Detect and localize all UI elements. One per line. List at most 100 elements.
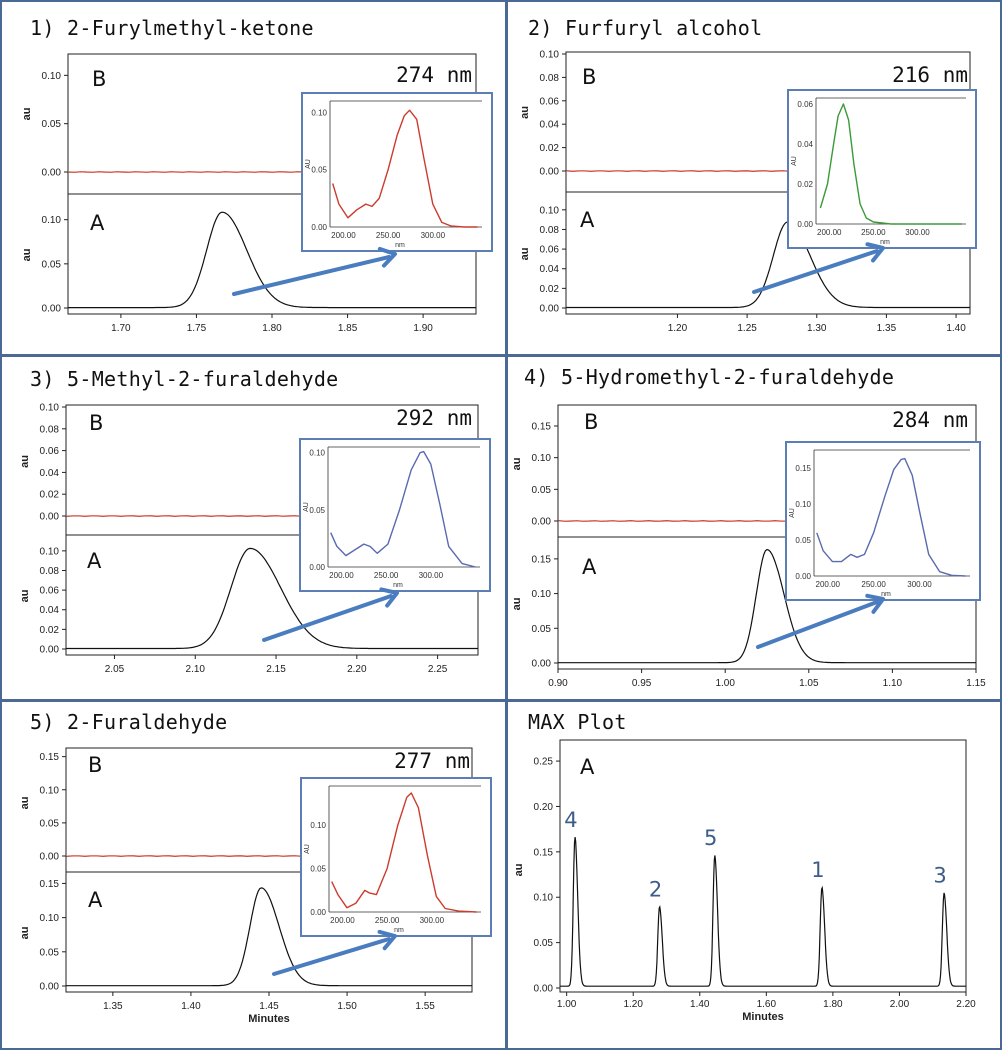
x-tick-label: 1.70 xyxy=(111,323,131,334)
panel-b-label: B xyxy=(582,65,596,89)
x-tick-label: 1.40 xyxy=(690,999,710,1010)
x-tick-label: 1.25 xyxy=(737,323,757,334)
y-axis-label: au xyxy=(19,455,31,468)
y-tick-label: 0.00 xyxy=(40,982,60,993)
y-tick-label: 0.00 xyxy=(540,167,560,178)
wavelength-label: 277 nm xyxy=(394,749,470,773)
y-tick-label: 0.00 xyxy=(40,852,60,863)
inset-x-tick-label: 200.00 xyxy=(817,228,842,237)
inset-x-tick-label: 200.00 xyxy=(816,580,841,589)
x-tick-label: 1.05 xyxy=(799,678,819,689)
y-tick-label: 0.10 xyxy=(42,215,62,226)
y-axis-label: au xyxy=(519,106,531,119)
arrow-head xyxy=(377,929,397,951)
panel-a-label: A xyxy=(88,888,103,912)
y-tick-label: 0.00 xyxy=(42,168,62,179)
inset-x-tick-label: 200.00 xyxy=(331,231,356,240)
y-tick-label: 0.00 xyxy=(534,984,554,995)
x-tick-label: 1.40 xyxy=(181,1001,201,1012)
chart-title: 3) 5-Methyl-2-furaldehyde xyxy=(30,367,339,391)
panel-b-label: B xyxy=(89,411,103,435)
arrow-head xyxy=(865,242,885,263)
x-tick-label: 1.45 xyxy=(259,1001,279,1012)
frame-border-bottom xyxy=(0,1048,1002,1050)
y-tick-label: 0.15 xyxy=(534,847,554,858)
y-tick-label: 0.10 xyxy=(40,403,60,414)
y-tick-label: 0.10 xyxy=(540,205,560,216)
arrow-shaft xyxy=(262,594,393,642)
spectrum-inset: 0.00 0.05 0.10 200.00 250.00 300.00 nm AU xyxy=(301,92,493,252)
x-tick-label: 1.80 xyxy=(823,999,843,1010)
inset-y-label: AU xyxy=(791,156,798,166)
spectrum-inset-border xyxy=(787,89,977,249)
chart-title: MAX Plot xyxy=(528,710,627,734)
arrow-shaft xyxy=(232,255,391,296)
y-tick-label: 0.00 xyxy=(42,304,62,315)
panel-a-label: A xyxy=(87,549,102,573)
peak-label: 1 xyxy=(811,858,824,882)
y-tick-label: 0.05 xyxy=(532,485,552,496)
peak-label: 3 xyxy=(933,864,946,888)
y-tick-label: 0.00 xyxy=(532,659,552,670)
panel-a-label: A xyxy=(580,755,595,779)
x-tick-label: 1.35 xyxy=(103,1001,123,1012)
wavelength-label: 274 nm xyxy=(396,63,472,87)
y-tick-label: 0.05 xyxy=(534,938,554,949)
y-axis-label: au xyxy=(21,108,33,121)
spectrum-inset-border xyxy=(301,92,493,252)
inset-y-label: AU xyxy=(305,159,312,169)
y-axis-label: au xyxy=(513,864,525,877)
y-tick-label: 0.02 xyxy=(540,284,560,295)
inset-x-label: nm xyxy=(395,242,405,249)
panel-a-frame xyxy=(559,739,967,993)
chart-svg: 0.00 0.05 0.10 0.15 au B 284 nm 0.00 0.05 0.10 0.1… xyxy=(511,404,986,689)
spectrum-inset: 0.00 0.02 0.04 0.06 200.00 250.00 300.00 nm AU xyxy=(787,89,977,249)
inset-y-tick-label: 0.10 xyxy=(309,449,325,458)
chart-svg: 0.00 0.05 0.10 au B 274 nm 0.00 0.05 0.10 au 1.70 1… xyxy=(21,53,493,334)
x-tick-label: 2.00 xyxy=(890,999,910,1010)
x-tick-label: 1.15 xyxy=(966,678,986,689)
inset-x-tick-label: 200.00 xyxy=(329,571,354,580)
y-tick-label: 0.00 xyxy=(40,512,60,523)
peak-label: 5 xyxy=(704,826,717,850)
wavelength-label: 284 nm xyxy=(892,408,968,432)
peak-label: 2 xyxy=(649,877,662,901)
spectrum-trace xyxy=(331,792,477,913)
panel-b-label: B xyxy=(88,753,102,777)
spectrum-inset-border xyxy=(300,777,492,937)
x-tick-label: 1.30 xyxy=(807,323,827,334)
x-tick-label: 2.25 xyxy=(428,664,448,675)
x-tick-label: 1.00 xyxy=(557,999,577,1010)
inset-y-tick-label: 0.02 xyxy=(797,180,813,189)
y-tick-label: 0.05 xyxy=(42,119,62,130)
frame-border-top xyxy=(0,0,1002,2)
x-tick-label: 2.20 xyxy=(956,999,976,1010)
inset-x-label: nm xyxy=(394,927,404,934)
x-tick-label: 1.85 xyxy=(338,323,358,334)
y-axis-label: au xyxy=(19,797,31,810)
x-axis-label: Minutes xyxy=(742,1011,784,1023)
chart-title: 5) 2-Furaldehyde xyxy=(30,710,228,734)
frame-divider-vertical xyxy=(505,0,508,1050)
inset-y-tick-label: 0.00 xyxy=(797,220,813,229)
y-tick-label: 0.15 xyxy=(532,422,552,433)
y-tick-label: 0.02 xyxy=(540,143,560,154)
y-tick-label: 0.02 xyxy=(40,490,60,501)
chart-title: 4) 5-Hydromethyl-2-furaldehyde xyxy=(524,365,895,389)
chromatogram-trace-a xyxy=(558,548,976,664)
inset-x-tick-label: 250.00 xyxy=(376,231,401,240)
y-tick-label: 0.05 xyxy=(40,818,60,829)
x-tick-label: 1.40 xyxy=(946,323,966,334)
inset-y-tick-label: 0.05 xyxy=(309,506,325,515)
spectrum-inset: 0.00 0.05 0.10 200.00 250.00 300.00 nm AU xyxy=(300,777,492,937)
inset-x-tick-label: 300.00 xyxy=(421,231,446,240)
x-tick-label: 1.35 xyxy=(877,323,897,334)
frame-divider-row1 xyxy=(0,354,1002,357)
y-tick-label: 0.05 xyxy=(40,947,60,958)
x-tick-label: 2.05 xyxy=(105,664,125,675)
frame-border-left xyxy=(0,0,2,1050)
inset-x-tick-label: 300.00 xyxy=(905,228,930,237)
chart-panel-max: MAX Plot 0.00 0.05 0.10 0.15 0.20 0.25 au 1.00 1… xyxy=(508,702,1000,1048)
panel-a-label: A xyxy=(582,555,597,579)
arrow-head xyxy=(865,593,885,614)
